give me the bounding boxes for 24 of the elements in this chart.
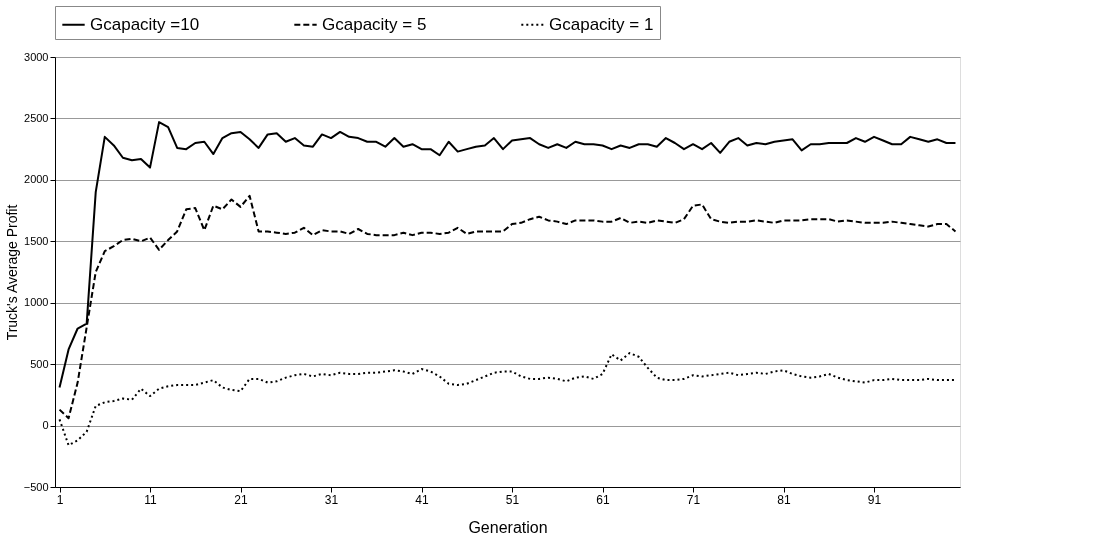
legend-label: Gcapacity =10 [90, 14, 200, 34]
y-tick-label: 0 [42, 419, 49, 432]
y-tick-label: 500 [30, 357, 49, 370]
line-series [58, 352, 957, 447]
x-tick-label: 61 [596, 492, 611, 507]
y-tick-label: 2000 [24, 173, 49, 186]
x-tick-label: 1 [56, 492, 64, 507]
x-tick-label: 91 [867, 492, 882, 507]
x-tick-label: 51 [505, 492, 520, 507]
y-axis-title: Truck's Average Profit [3, 204, 20, 341]
x-tick-label: 71 [686, 492, 701, 507]
y-tick-label: 1000 [24, 296, 49, 309]
x-tick-label: 31 [324, 492, 339, 507]
legend-label: Gcapacity = 1 [549, 14, 654, 34]
x-tick-label: 21 [234, 492, 249, 507]
x-tick-label: 11 [144, 492, 158, 507]
x-tick-label: 81 [777, 492, 792, 507]
y-tick-label: 2500 [24, 111, 49, 124]
y-tick-label: −500 [23, 480, 49, 493]
legend-label: Gcapacity = 5 [322, 14, 427, 34]
x-axis-title: Generation [468, 518, 548, 536]
y-tick-label: 1500 [24, 234, 49, 247]
y-tick-label: 3000 [24, 50, 49, 63]
x-tick-label: 41 [415, 492, 430, 507]
